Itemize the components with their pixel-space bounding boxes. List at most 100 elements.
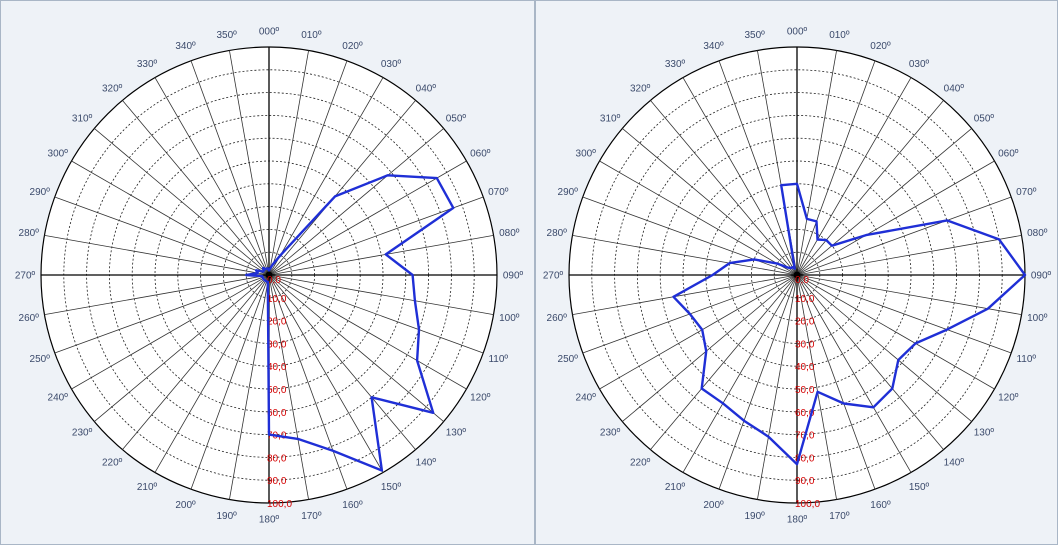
center-point (793, 271, 801, 279)
polar-chart-right-svg: 000º 010º 020º 030º 040º 050º 060º 070º 080º 090º… (543, 27, 1052, 526)
radial-tick-label: 10,0 (267, 294, 287, 305)
grid-spoke (268, 196, 484, 276)
grid-spoke (268, 100, 416, 276)
angle-tick-label: 250º (558, 354, 579, 365)
data-point (268, 434, 270, 436)
grid-spoke (682, 77, 798, 276)
data-point (263, 278, 265, 280)
radial-tick-label: 80,0 (795, 453, 815, 464)
grid-spoke (718, 274, 798, 490)
radial-tick-label: 0,0 (267, 275, 281, 286)
grid-spoke (582, 196, 798, 276)
angle-tick-label: 050º (974, 114, 995, 125)
data-point (705, 350, 707, 352)
angle-tick-label: 010º (829, 30, 850, 41)
data-point (452, 207, 454, 209)
angle-tick-label: 110º (1016, 354, 1036, 365)
data-point (268, 269, 270, 272)
data-point (767, 436, 770, 438)
angle-tick-label: 020º (342, 41, 363, 52)
data-point (914, 342, 917, 344)
angle-tick-label: 090º (1031, 271, 1052, 282)
grid-spoke (622, 128, 798, 276)
radial-tick-label: 100,0 (795, 499, 820, 510)
data-point (776, 263, 778, 265)
data-point (267, 267, 269, 269)
grid-spoke (796, 160, 995, 276)
data-point (998, 238, 1000, 240)
angle-tick-label: 210º (665, 482, 686, 493)
data-point (701, 387, 703, 390)
grid-spoke (122, 100, 270, 276)
angle-tick-label: 190º (744, 511, 765, 522)
data-point (780, 184, 782, 186)
grid-spoke (796, 100, 944, 276)
data-point (262, 277, 264, 280)
grid-spoke (757, 274, 798, 500)
angle-tick-label: 010º (301, 30, 322, 41)
angle-tick-label: 020º (870, 41, 891, 52)
data-point (266, 267, 268, 270)
data-point (872, 406, 874, 408)
angle-tick-label: 350º (744, 30, 765, 41)
grid-spoke (796, 274, 944, 450)
angle-tick-label: 090º (503, 271, 524, 282)
grid-spoke (796, 274, 1022, 315)
angle-tick-label: 120º (470, 393, 491, 404)
grid-spoke (268, 77, 384, 276)
data-point (722, 402, 724, 404)
data-point (262, 267, 264, 269)
angle-tick-label: 040º (944, 84, 965, 95)
grid-spoke (94, 274, 270, 422)
angle-tick-label: 240º (48, 393, 69, 404)
grid-spoke (268, 274, 444, 422)
grid-spoke (622, 274, 798, 422)
data-point (418, 328, 420, 331)
angle-tick-label: 000º (259, 27, 280, 38)
grid-spoke (44, 274, 270, 315)
grid-spoke (154, 274, 270, 473)
angle-tick-label: 320º (630, 84, 651, 95)
data-point (297, 438, 299, 440)
angle-tick-label: 280º (19, 228, 40, 239)
angle-tick-label: 240º (576, 393, 597, 404)
data-point (416, 359, 418, 362)
angle-tick-label: 330º (137, 59, 158, 70)
data-point (334, 195, 336, 198)
data-point (816, 238, 819, 241)
data-point (261, 276, 264, 278)
data-point (791, 266, 794, 268)
angle-tick-label: 220º (630, 457, 651, 468)
angle-tick-label: 070º (1016, 187, 1037, 198)
grid-spoke (268, 128, 444, 276)
data-point (264, 279, 266, 281)
grid-spoke (54, 274, 270, 354)
data-point (787, 267, 789, 269)
angle-tick-label: 320º (102, 84, 123, 95)
grid-spoke (154, 77, 270, 276)
data-point (381, 469, 383, 472)
angle-tick-label: 120º (998, 393, 1019, 404)
grid-spoke (796, 274, 995, 390)
data-point (387, 174, 389, 176)
data-point (436, 177, 438, 179)
data-point (264, 280, 267, 282)
radial-tick-label: 0,0 (795, 275, 809, 286)
grid-spoke (599, 274, 798, 390)
data-point (266, 280, 268, 283)
angle-tick-label: 300º (576, 149, 597, 160)
radial-tick-label: 40,0 (267, 362, 287, 373)
angle-tick-label: 220º (102, 457, 123, 468)
data-point (743, 420, 745, 422)
data-point (796, 183, 798, 185)
angle-tick-label: 080º (1027, 228, 1048, 239)
radial-tick-label: 60,0 (267, 408, 287, 419)
angle-tick-label: 230º (72, 427, 93, 438)
angle-tick-label: 270º (543, 271, 564, 282)
grid-spoke (796, 274, 972, 422)
grid-spoke (796, 60, 876, 276)
grid-spoke (796, 274, 912, 473)
data-point (946, 219, 948, 222)
grid-spoke (650, 274, 798, 450)
angle-tick-label: 030º (381, 59, 402, 70)
